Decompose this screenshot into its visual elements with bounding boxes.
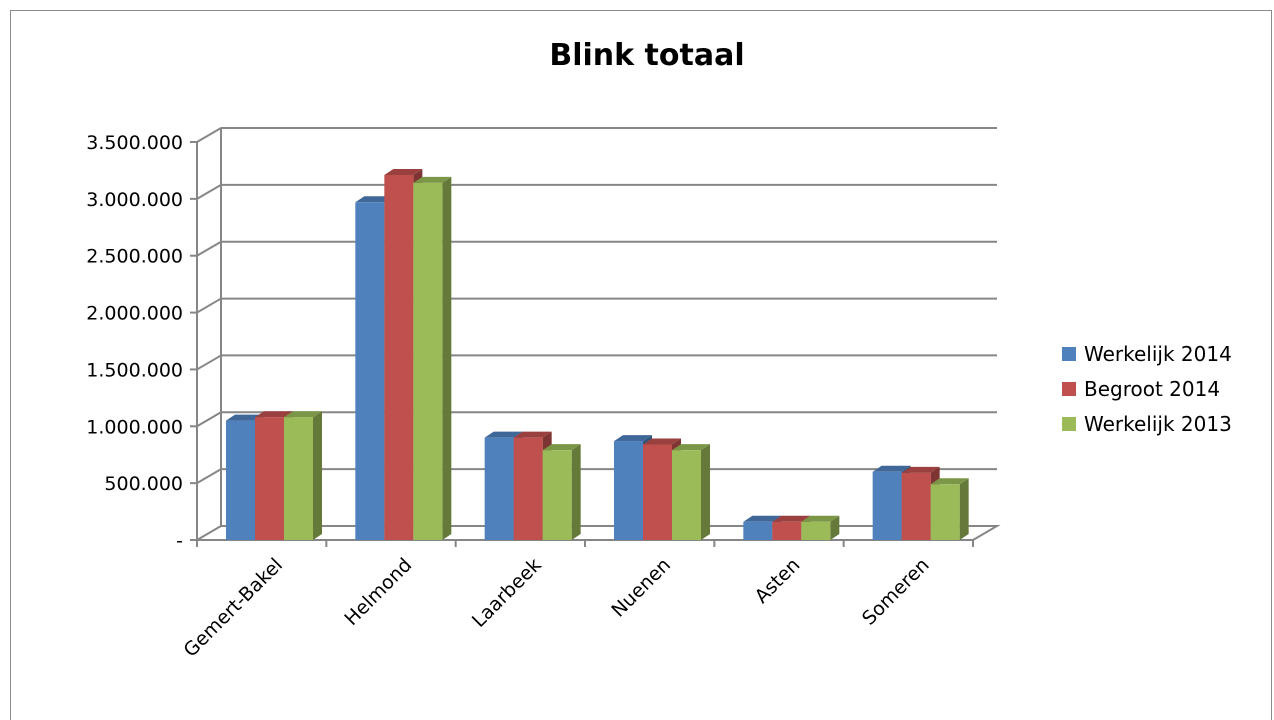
legend-item: Begroot 2014	[1062, 371, 1232, 406]
bar	[485, 438, 514, 540]
bar	[255, 417, 284, 540]
bar	[284, 417, 313, 540]
bar	[226, 421, 255, 540]
bar-side	[313, 411, 322, 540]
gridline-depth	[197, 412, 221, 426]
x-tick-label: Asten	[751, 554, 805, 608]
legend-item: Werkelijk 2014	[1062, 336, 1232, 371]
bar	[743, 522, 772, 540]
x-tick-label: Someren	[858, 554, 934, 630]
legend-swatch	[1062, 347, 1076, 361]
gridline-depth	[197, 469, 221, 483]
gridline-depth	[197, 242, 221, 256]
bar	[413, 183, 442, 540]
bar	[543, 450, 572, 540]
bar-side	[960, 478, 969, 540]
legend-label: Werkelijk 2014	[1084, 342, 1232, 366]
bar	[355, 202, 384, 540]
gridline-depth	[197, 185, 221, 199]
bar	[873, 472, 902, 540]
bar	[514, 438, 543, 540]
y-tick-label: 3.500.000	[86, 132, 183, 154]
x-tick-label: Gemert-Bakel	[180, 554, 288, 662]
legend-swatch	[1062, 417, 1076, 431]
bar-side	[701, 444, 710, 540]
gridline-depth	[197, 128, 221, 142]
legend-label: Werkelijk 2013	[1084, 412, 1232, 436]
y-tick-label: 2.500.000	[86, 246, 183, 268]
bar-side	[572, 444, 581, 540]
y-tick-label: 500.000	[104, 473, 183, 495]
y-tick-label: 2.000.000	[86, 303, 183, 325]
bar	[643, 444, 672, 540]
chart-legend: Werkelijk 2014 Begroot 2014 Werkelijk 2013	[1062, 336, 1232, 441]
legend-item: Werkelijk 2013	[1062, 406, 1232, 441]
x-tick-label: Helmond	[340, 554, 416, 630]
legend-swatch	[1062, 382, 1076, 396]
bar	[672, 450, 701, 540]
bar	[801, 522, 830, 540]
bar	[384, 175, 413, 540]
y-tick-label: 1.000.000	[86, 416, 183, 438]
y-tick-label: 3.000.000	[86, 189, 183, 211]
bar-side	[442, 177, 451, 540]
bar	[931, 484, 960, 540]
y-tick-label: -	[176, 530, 183, 552]
bar	[772, 522, 801, 540]
x-tick-label: Laarbeek	[468, 554, 546, 632]
gridline-depth	[197, 299, 221, 313]
bar	[614, 441, 643, 540]
x-tick-label: Nuenen	[607, 554, 675, 622]
gridline-depth	[197, 355, 221, 369]
legend-label: Begroot 2014	[1084, 377, 1220, 401]
y-tick-label: 1.500.000	[86, 359, 183, 381]
bar	[902, 473, 931, 540]
